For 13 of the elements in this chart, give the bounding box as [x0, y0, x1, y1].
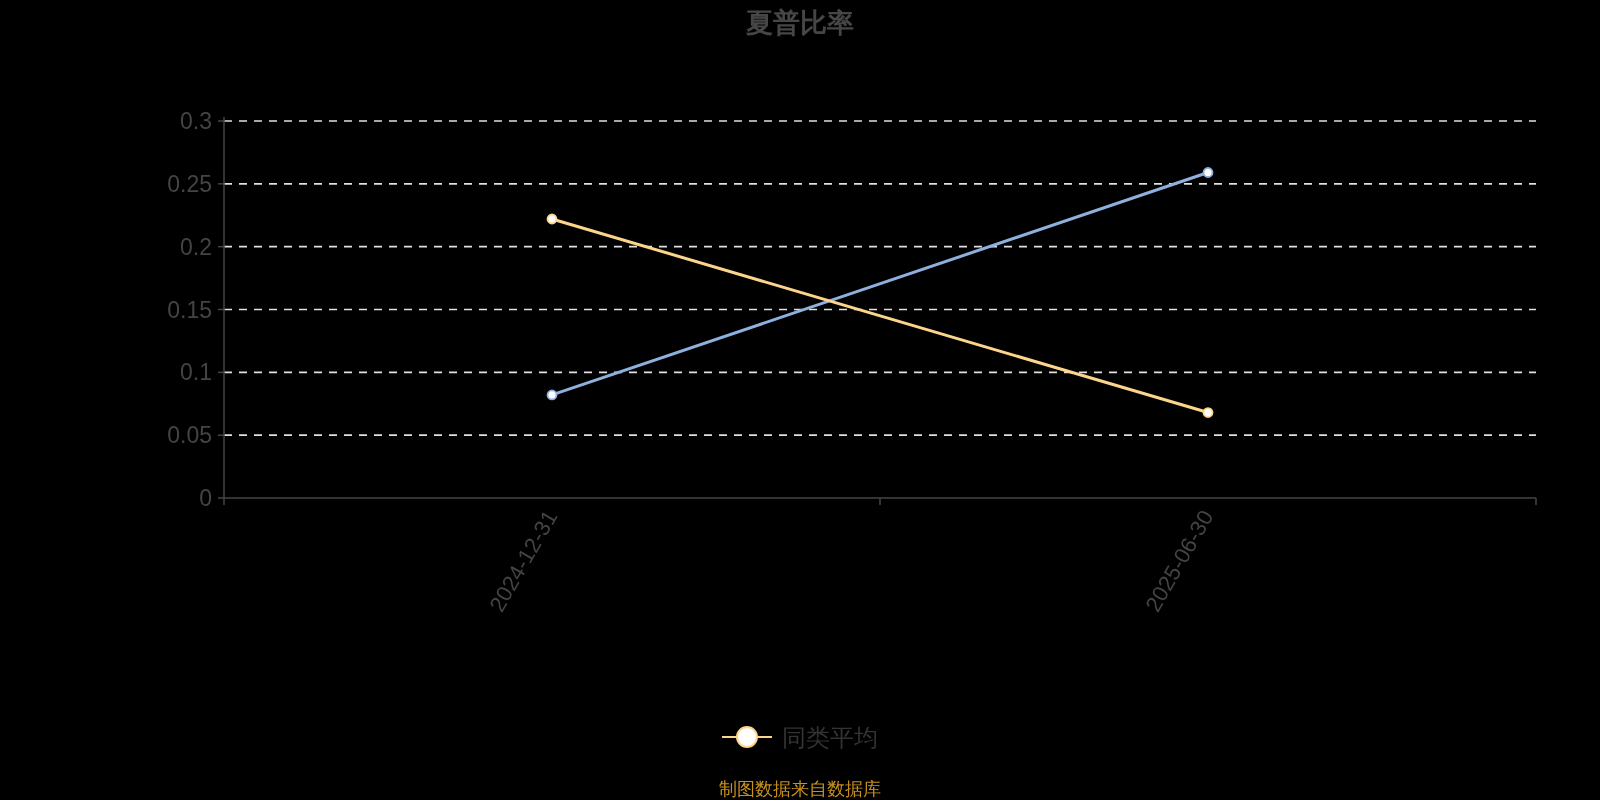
y-tick-label: 0 — [199, 485, 212, 511]
y-tick-label: 0.15 — [167, 296, 212, 323]
y-tick-label: 0.2 — [180, 233, 212, 260]
point — [1202, 407, 1214, 418]
point — [546, 389, 558, 401]
y-tick-label: 0.3 — [180, 108, 212, 134]
title: 夏普比率 — [746, 8, 854, 38]
point — [1202, 167, 1214, 178]
annotations: 制图数据来自数据库 — [719, 779, 881, 799]
y-tick-label: 0.05 — [167, 422, 212, 449]
y-tick-label: 0.1 — [180, 359, 212, 386]
point — [546, 213, 558, 225]
y-tick-label: 0.25 — [167, 170, 212, 197]
